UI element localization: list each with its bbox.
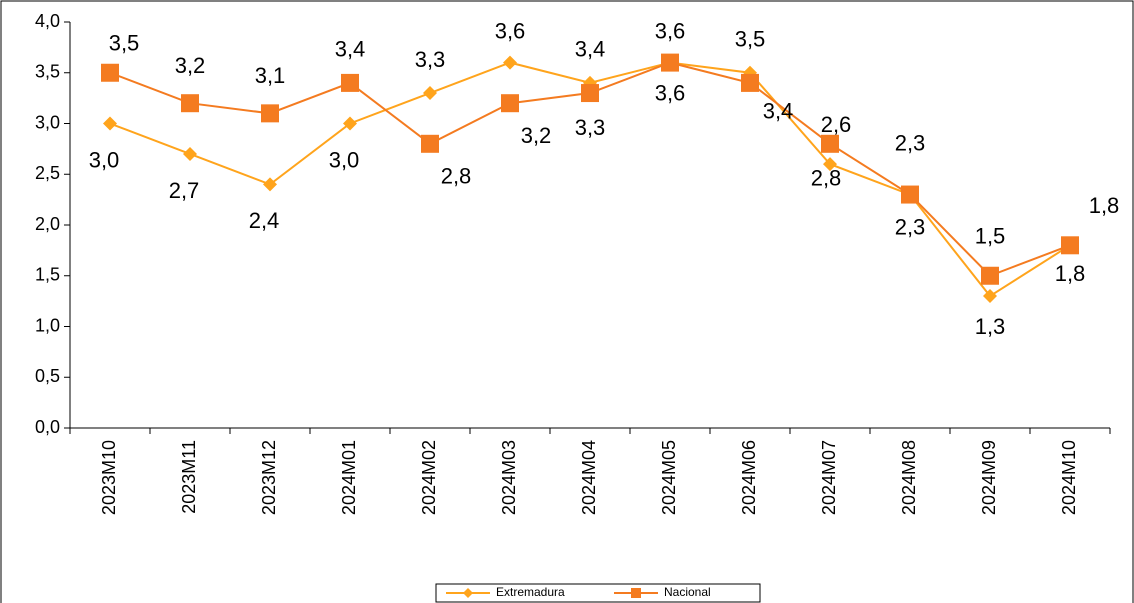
value-label: 2,4: [249, 208, 280, 233]
marker: [423, 86, 437, 101]
x-tick-label: 2024M06: [739, 440, 759, 515]
value-label: 3,5: [109, 31, 140, 56]
y-tick-label: 3,0: [35, 112, 60, 132]
y-tick-label: 3,5: [35, 62, 60, 82]
marker: [263, 177, 277, 192]
y-tick-label: 0,5: [35, 366, 60, 386]
y-tick-label: 2,5: [35, 163, 60, 183]
x-tick-label: 2024M07: [819, 440, 839, 515]
value-label: 3,5: [735, 27, 766, 52]
x-tick-label: 2024M10: [1059, 440, 1079, 515]
value-label: 3,0: [89, 147, 120, 172]
value-label: 1,8: [1089, 193, 1120, 218]
value-label: 2,6: [821, 112, 852, 137]
value-label: 3,2: [175, 53, 206, 78]
legend-label: Nacional: [664, 585, 711, 599]
y-tick-label: 4,0: [35, 11, 60, 31]
x-tick-label: 2023M12: [259, 440, 279, 515]
legend-marker: [463, 588, 473, 598]
marker: [343, 116, 357, 131]
legend-label: Extremadura: [496, 585, 565, 599]
marker: [341, 73, 359, 92]
value-label: 3,2: [521, 123, 552, 148]
value-label: 1,3: [975, 314, 1006, 339]
marker: [901, 185, 919, 204]
value-label: 3,0: [329, 147, 360, 172]
legend-box: [435, 583, 761, 603]
marker: [261, 104, 279, 123]
x-tick-label: 2024M04: [579, 440, 599, 515]
value-label: 1,5: [975, 224, 1006, 249]
value-label: 3,3: [575, 115, 606, 140]
y-tick-label: 1,5: [35, 265, 60, 285]
value-label: 3,4: [575, 37, 606, 62]
marker: [501, 94, 519, 113]
marker: [981, 266, 999, 285]
y-tick-label: 1,0: [35, 315, 60, 335]
value-label: 3,4: [763, 99, 794, 124]
marker: [581, 84, 599, 103]
value-label: 2,3: [895, 130, 926, 155]
x-tick-label: 2024M01: [339, 440, 359, 515]
value-label: 2,3: [895, 214, 926, 239]
marker: [503, 55, 517, 70]
value-label: 3,6: [655, 18, 686, 43]
marker: [181, 94, 199, 113]
x-tick-label: 2024M02: [419, 440, 439, 515]
legend-marker: [631, 588, 641, 598]
value-label: 3,6: [495, 18, 526, 43]
marker: [183, 146, 197, 161]
value-label: 2,7: [169, 178, 200, 203]
value-label: 3,6: [655, 80, 686, 105]
marker: [421, 134, 439, 153]
x-tick-label: 2023M10: [99, 440, 119, 515]
x-tick-label: 2024M08: [899, 440, 919, 515]
marker: [823, 157, 837, 172]
marker: [1061, 236, 1079, 255]
value-label: 2,8: [441, 164, 472, 189]
marker: [983, 289, 997, 304]
value-label: 3,1: [255, 63, 286, 88]
y-tick-label: 0,0: [35, 417, 60, 437]
value-label: 3,4: [335, 37, 366, 62]
legend: Extremadura Nacional: [435, 583, 761, 603]
marker: [661, 53, 679, 72]
value-label: 3,3: [415, 47, 446, 72]
marker: [103, 116, 117, 131]
x-tick-label: 2023M11: [179, 440, 199, 514]
x-tick-label: 2024M05: [659, 440, 679, 515]
marker: [821, 134, 839, 153]
y-tick-label: 2,0: [35, 214, 60, 234]
x-tick-label: 2024M03: [499, 440, 519, 515]
marker: [101, 63, 119, 82]
value-label: 1,8: [1055, 261, 1086, 286]
marker: [741, 73, 759, 92]
x-tick-label: 2024M09: [979, 440, 999, 515]
value-label: 2,8: [811, 166, 842, 191]
